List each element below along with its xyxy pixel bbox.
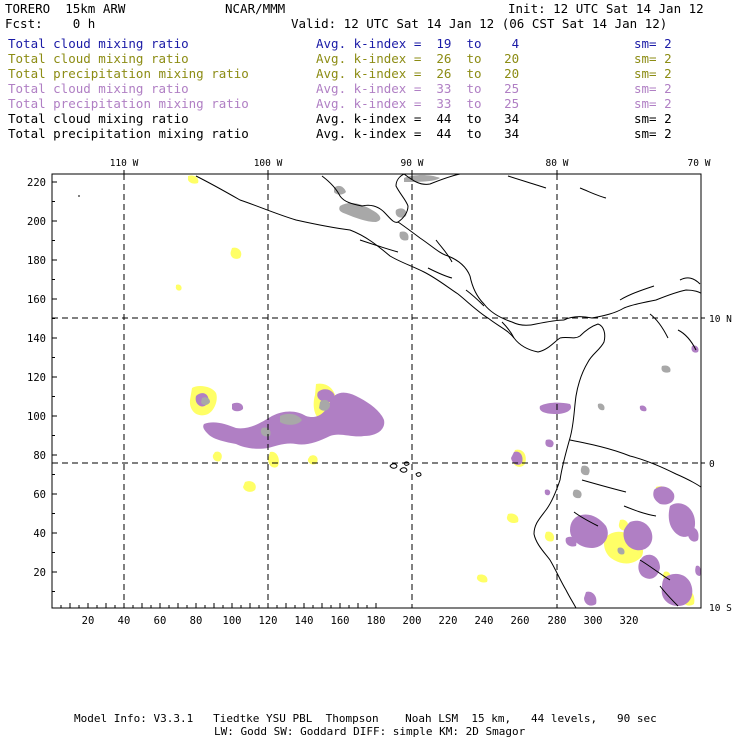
x-tick-label-40: 40 [118, 615, 131, 627]
yellow-cloud-areas [175, 175, 695, 606]
legend-kindex-2: Avg. k-index = 26 to 20 [316, 51, 520, 66]
lat-label-10s: 10 S [709, 603, 732, 614]
valid-time: Valid: 12 UTC Sat 14 Jan 12 (06 CST Sat … [291, 16, 668, 31]
axis-ticks [51, 181, 377, 608]
legend-sm-4: sm= 2 [634, 81, 672, 96]
lat-label-10n: 10 N [709, 314, 732, 325]
legend-kindex-4: Avg. k-index = 33 to 25 [316, 81, 520, 96]
lon-lat-labels: 110 W 100 W 90 W 80 W 70 W 10 N 0 10 S [110, 158, 732, 614]
legend-field-6: Total cloud mixing ratio [8, 111, 189, 126]
y-tick-label-180: 180 [27, 255, 46, 267]
lon-label-70w: 70 W [688, 158, 711, 169]
y-tick-label-100: 100 [27, 411, 46, 423]
legend-sm-3: sm= 2 [634, 66, 672, 81]
lat-label-0: 0 [709, 459, 715, 470]
legend-field-7: Total precipitation mixing ratio [8, 126, 249, 141]
lon-label-110w: 110 W [110, 158, 139, 169]
y-tick-label-140: 140 [27, 333, 46, 345]
legend-kindex-7: Avg. k-index = 44 to 34 [316, 126, 520, 141]
legend-field-5: Total precipitation mixing ratio [8, 96, 249, 111]
x-tick-label-240: 240 [475, 615, 494, 627]
y-tick-label-120: 120 [27, 372, 46, 384]
legend-sm-5: sm= 2 [634, 96, 672, 111]
x-tick-label-300: 300 [584, 615, 603, 627]
y-tick-label-220: 220 [27, 177, 46, 189]
y-tick-label-60: 60 [33, 489, 46, 501]
forecast-hour: Fcst: 0 h [5, 16, 96, 31]
legend-kindex-6: Avg. k-index = 44 to 34 [316, 111, 520, 126]
field-shading [175, 175, 701, 606]
model-title: TORERO 15km ARW [5, 1, 126, 16]
legend-field-2: Total cloud mixing ratio [8, 51, 189, 66]
y-tick-label-160: 160 [27, 294, 46, 306]
organization-label: NCAR/MMM [225, 1, 286, 16]
x-tick-label-140: 140 [295, 615, 314, 627]
x-tick-label-80: 80 [190, 615, 203, 627]
coastlines [78, 174, 701, 608]
legend-field-4: Total cloud mixing ratio [8, 81, 189, 96]
init-time: Init: 12 UTC Sat 14 Jan 12 [508, 1, 704, 16]
legend-sm-6: sm= 2 [634, 111, 672, 126]
lon-label-100w: 100 W [254, 158, 283, 169]
legend-kindex-1: Avg. k-index = 19 to 4 [316, 36, 520, 51]
model-info: Model Info: V3.3.1 Tiedtke YSU PBL Thomp… [74, 712, 657, 725]
x-tick-label-260: 260 [511, 615, 530, 627]
gray-cloud-areas [201, 175, 671, 555]
x-tick-label-180: 180 [367, 615, 386, 627]
legend-kindex-3: Avg. k-index = 26 to 20 [316, 66, 520, 81]
x-tick-label-160: 160 [331, 615, 350, 627]
legend-field-3: Total precipitation mixing ratio [8, 66, 249, 81]
lon-label-80w: 80 W [546, 158, 569, 169]
y-tick-label-40: 40 [33, 528, 46, 540]
y-tick-label-80: 80 [33, 450, 46, 462]
lon-label-90w: 90 W [401, 158, 424, 169]
x-tick-label-100: 100 [223, 615, 242, 627]
x-tick-label-220: 220 [439, 615, 458, 627]
x-tick-label-60: 60 [154, 615, 167, 627]
legend-sm-7: sm= 2 [634, 126, 672, 141]
legend-field-1: Total cloud mixing ratio [8, 36, 189, 51]
x-tick-label-20: 20 [82, 615, 95, 627]
physics-info: LW: Godd SW: Goddard DIFF: simple KM: 2D… [214, 725, 526, 738]
lon-lat-ticks [123, 170, 705, 464]
axis-labels: 20 40 60 80 100 120 140 160 180 200 220 … [27, 177, 638, 627]
y-tick-label-20: 20 [33, 567, 46, 579]
graticule [52, 174, 701, 608]
x-tick-label-280: 280 [548, 615, 567, 627]
y-tick-label-200: 200 [27, 216, 46, 228]
legend-sm-2: sm= 2 [634, 51, 672, 66]
x-tick-label-120: 120 [259, 615, 278, 627]
x-tick-label-320: 320 [620, 615, 639, 627]
legend-sm-1: sm= 2 [634, 36, 672, 51]
legend-kindex-5: Avg. k-index = 33 to 25 [316, 96, 520, 111]
x-tick-label-200: 200 [403, 615, 422, 627]
